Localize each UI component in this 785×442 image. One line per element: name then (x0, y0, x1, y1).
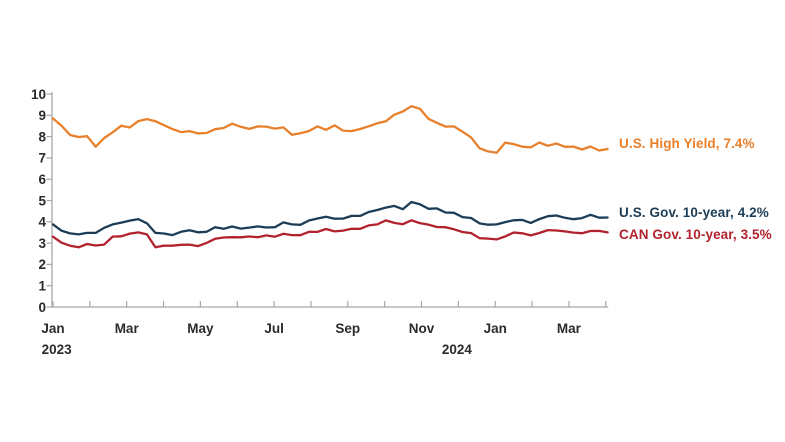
y-tick-label: 7 (38, 151, 46, 166)
y-tick-label: 10 (31, 87, 46, 102)
x-tick-label: Mar (115, 321, 140, 336)
y-tick-label: 5 (38, 193, 46, 208)
x-tick-label: Mar (557, 321, 582, 336)
series-line-can-gov-10-year (51, 219, 609, 249)
x-tick-label: Sep (335, 321, 360, 336)
x-tick-label: May (187, 321, 214, 336)
x-tick-label: Jan (41, 321, 64, 336)
y-tick-label: 8 (38, 129, 46, 144)
y-tick-label: 2 (38, 257, 46, 272)
y-tick-label: 6 (38, 172, 46, 187)
series-line-u-s-high-yield (51, 105, 609, 154)
y-tick-label: 4 (38, 215, 46, 230)
x-year-label: 2024 (442, 342, 473, 357)
y-tick-label: 0 (38, 300, 46, 315)
x-tick-label: Nov (409, 321, 435, 336)
y-tick-label: 1 (38, 279, 46, 294)
y-tick-label: 3 (38, 236, 46, 251)
y-tick-label: 9 (38, 108, 46, 123)
series-line-u-s-gov-10-year (51, 200, 609, 237)
x-year-label: 2023 (42, 342, 73, 357)
x-tick-label: Jul (264, 321, 284, 336)
x-tick-label: Jan (484, 321, 507, 336)
